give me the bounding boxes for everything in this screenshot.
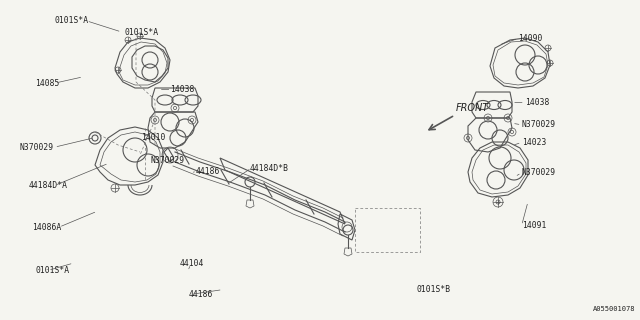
Text: 14086A: 14086A xyxy=(32,223,61,232)
Text: N370029: N370029 xyxy=(522,168,556,177)
Text: 0101S*A: 0101S*A xyxy=(54,16,88,25)
Text: 14090: 14090 xyxy=(518,34,543,43)
Text: 14038: 14038 xyxy=(525,98,549,107)
Text: 14085: 14085 xyxy=(35,79,60,88)
Text: 44186: 44186 xyxy=(189,290,213,299)
Text: 14091: 14091 xyxy=(522,221,546,230)
Text: N370029: N370029 xyxy=(19,143,53,152)
Text: 0101S*B: 0101S*B xyxy=(416,285,450,294)
Text: 14038: 14038 xyxy=(170,85,194,94)
Text: 14023: 14023 xyxy=(522,138,546,147)
Text: A055001078: A055001078 xyxy=(593,306,635,312)
Text: N370029: N370029 xyxy=(522,120,556,129)
Text: FRONT: FRONT xyxy=(456,103,489,113)
Text: 14010: 14010 xyxy=(141,133,165,142)
Text: N370029: N370029 xyxy=(150,156,184,164)
Text: 0101S*A: 0101S*A xyxy=(35,266,69,275)
Text: 44184D*A: 44184D*A xyxy=(29,181,68,190)
Text: 44186: 44186 xyxy=(195,167,220,176)
Text: 0101S*A: 0101S*A xyxy=(125,28,159,36)
Text: 44184D*B: 44184D*B xyxy=(250,164,289,172)
Text: 44104: 44104 xyxy=(179,260,204,268)
